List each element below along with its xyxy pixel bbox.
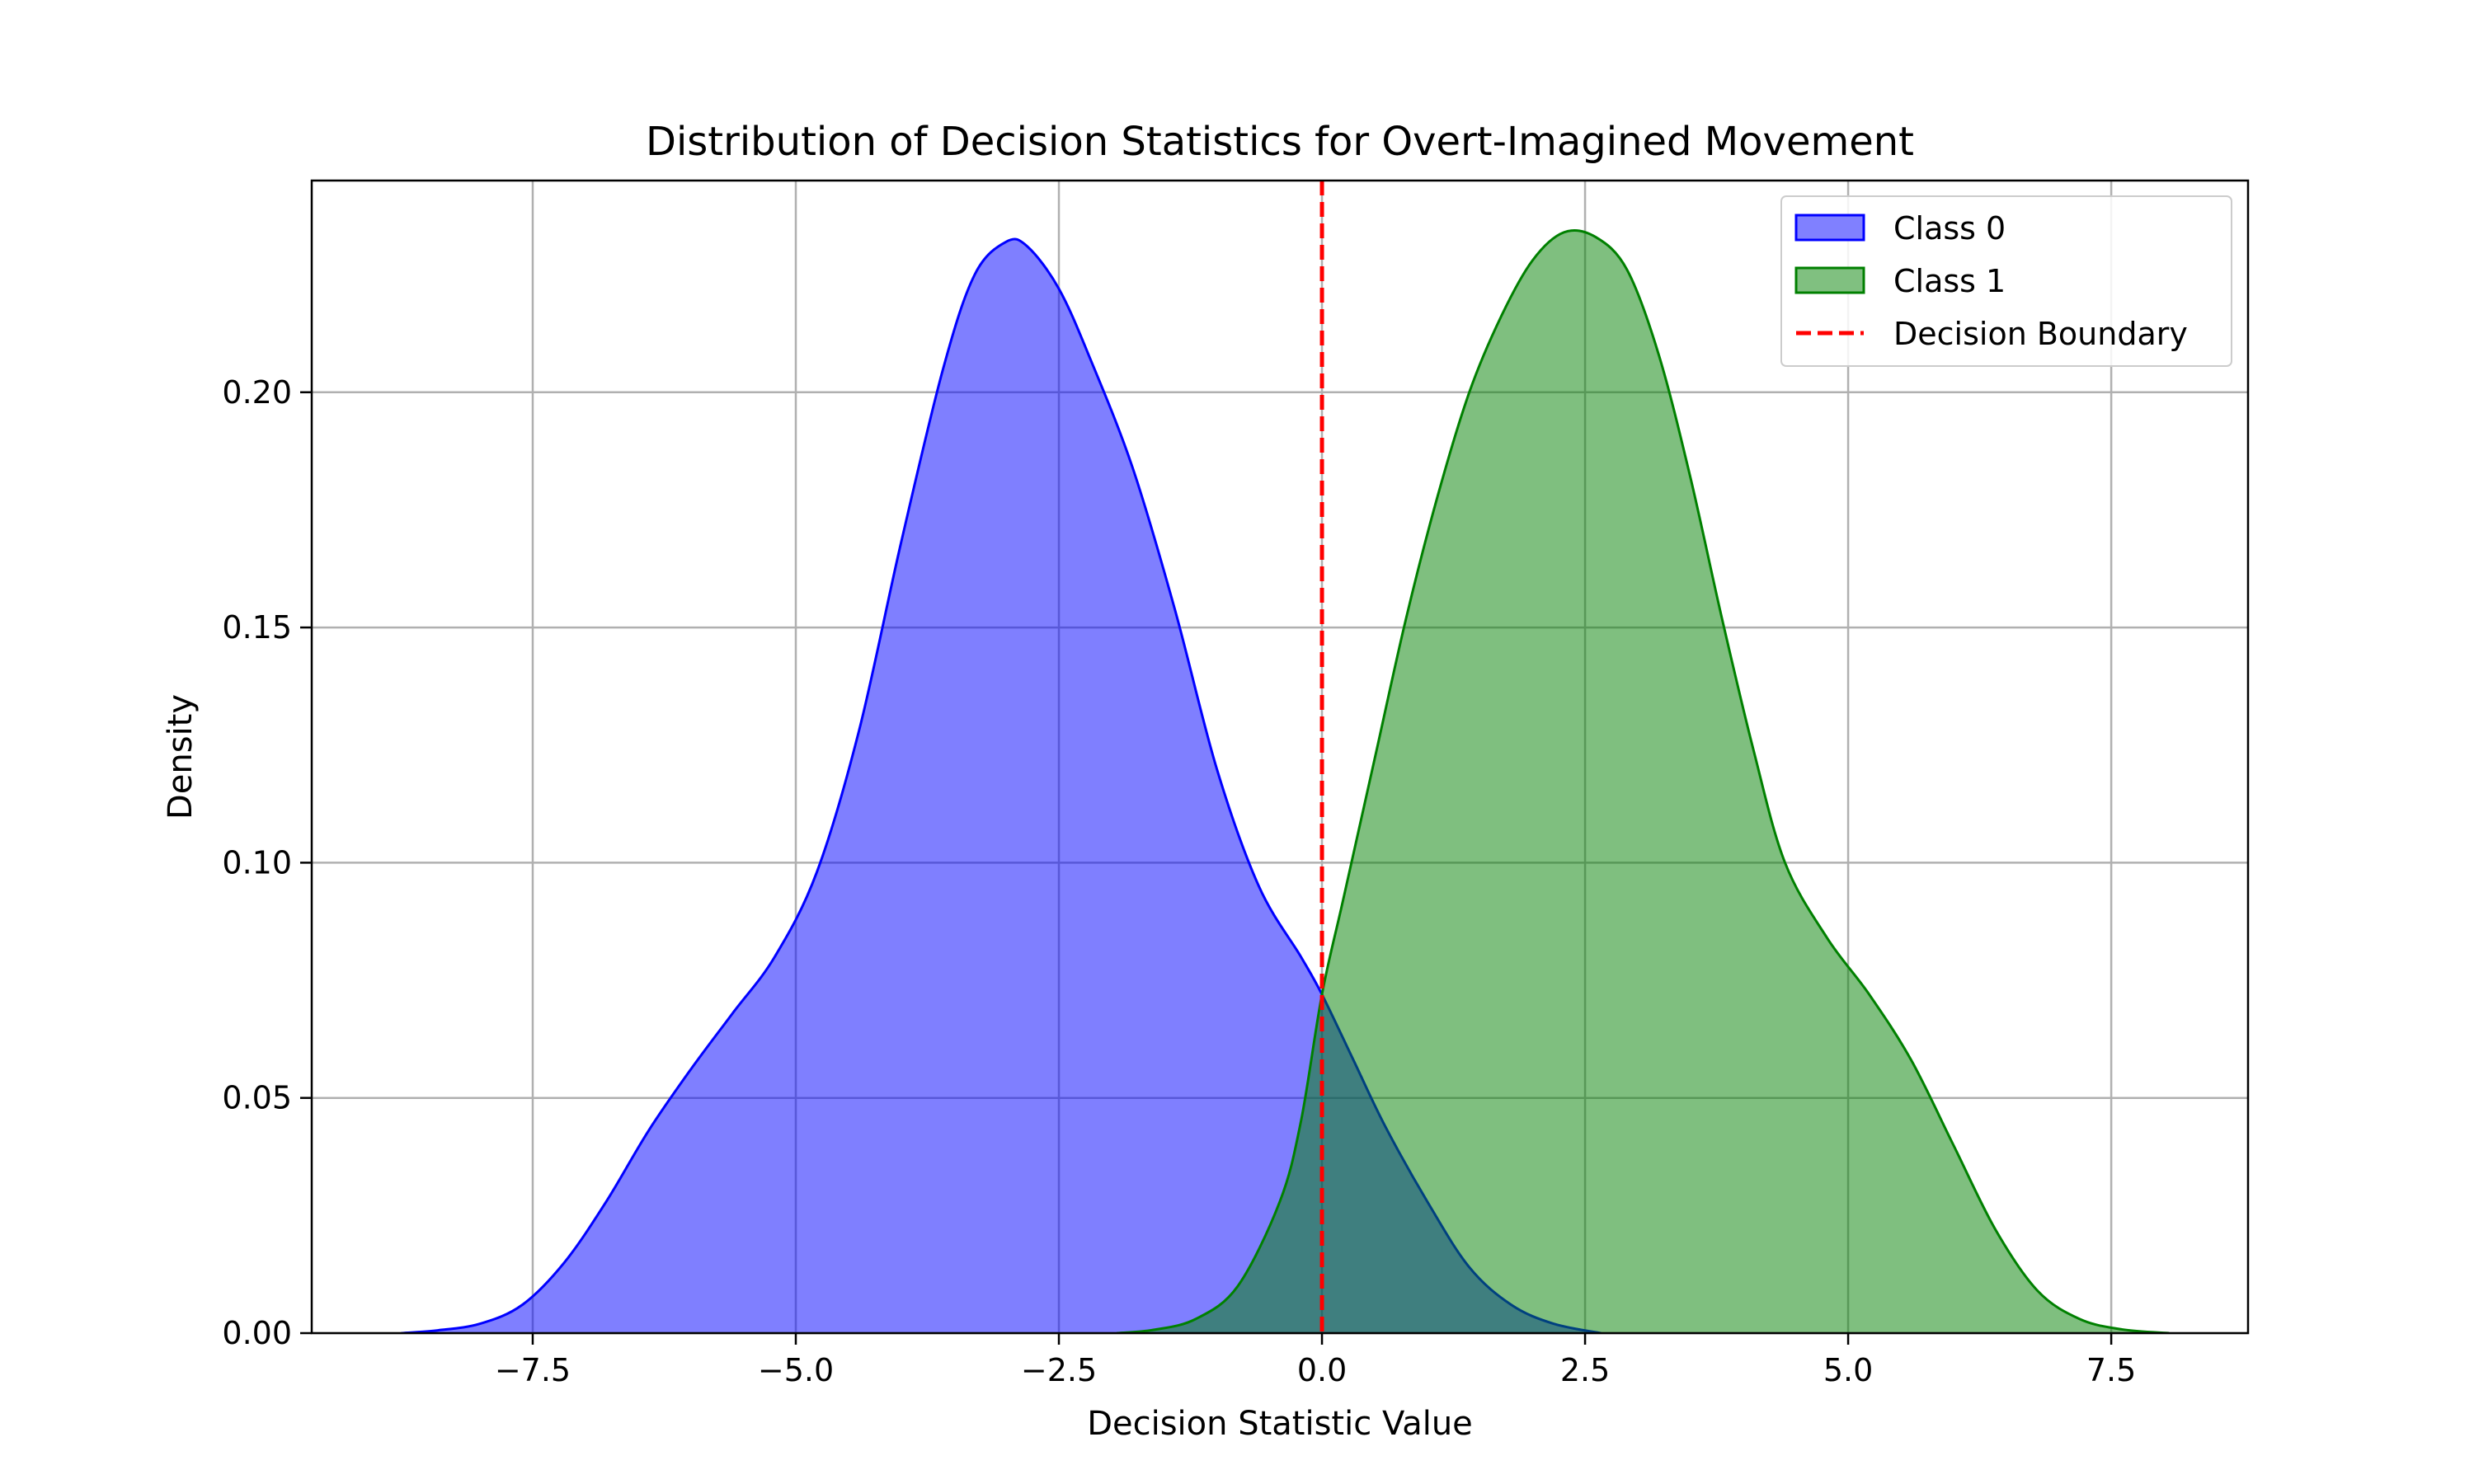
plot-frame bbox=[310, 179, 2250, 1335]
x-tick-label: −5.0 bbox=[758, 1352, 834, 1388]
series-layer bbox=[401, 228, 2170, 1333]
x-tick-label: −2.5 bbox=[1021, 1352, 1097, 1388]
class-1-density-area bbox=[1117, 230, 2170, 1333]
legend-swatch bbox=[1794, 266, 1865, 294]
legend-label: Class 0 bbox=[1893, 210, 2006, 247]
y-tick-label: 0.15 bbox=[222, 609, 292, 646]
x-axis: −7.5 −5.0 −2.5 0.0 2.5 5.0 7.5 bbox=[495, 1333, 2136, 1388]
x-tick-label: 5.0 bbox=[1823, 1352, 1873, 1388]
legend-label: Decision Boundary bbox=[1893, 316, 2188, 352]
y-axis-label: Density bbox=[162, 694, 200, 819]
legend-swatch bbox=[1794, 214, 1865, 242]
legend-label: Class 1 bbox=[1893, 263, 2006, 299]
x-axis-label: Decision Statistic Value bbox=[1087, 1405, 1473, 1443]
legend-box bbox=[1780, 195, 2232, 367]
x-tick-label: −7.5 bbox=[495, 1352, 571, 1388]
x-tick-label: 0.0 bbox=[1297, 1352, 1347, 1388]
class-0-density-area bbox=[401, 238, 1602, 1333]
y-tick-label: 0.10 bbox=[222, 844, 292, 881]
chart-title: Distribution of Decision Statistics for … bbox=[646, 119, 1914, 165]
y-tick-label: 0.05 bbox=[222, 1080, 292, 1116]
y-tick-label: 0.00 bbox=[222, 1315, 292, 1351]
legend: Class 0 Class 1 Decision Boundary bbox=[1780, 195, 2232, 367]
y-tick-label: 0.20 bbox=[222, 374, 292, 411]
class-1-density-line bbox=[1117, 228, 2170, 1333]
x-tick-label: 7.5 bbox=[2086, 1352, 2136, 1388]
x-tick-label: 2.5 bbox=[1560, 1352, 1610, 1388]
y-axis: 0.00 0.05 0.10 0.15 0.20 bbox=[222, 374, 312, 1351]
